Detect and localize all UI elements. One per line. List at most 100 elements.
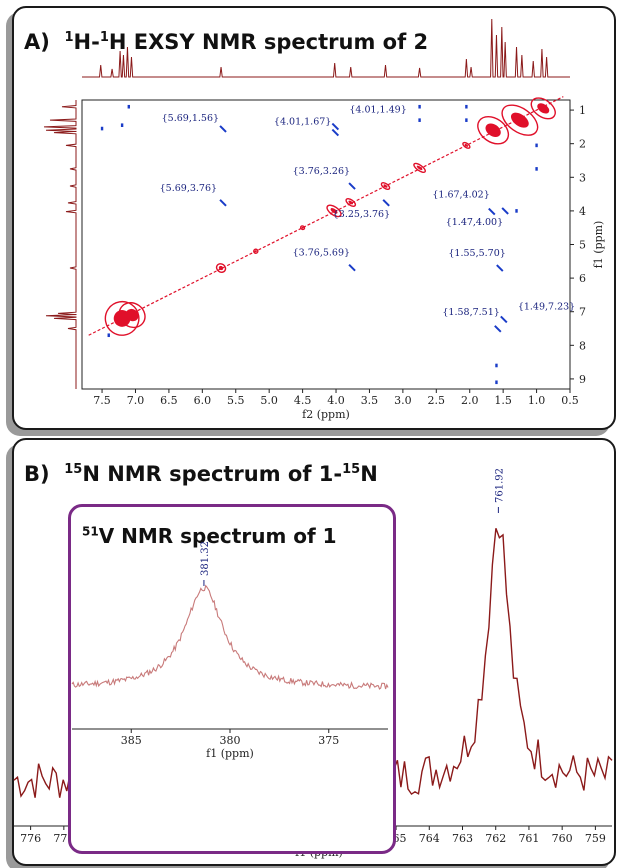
cross-peak-label: {5.69,1.56} [162, 113, 219, 124]
cross-peak [495, 363, 498, 368]
x-tick-label: 4.0 [327, 394, 345, 407]
x-tick-label: 759 [585, 832, 606, 845]
diagonal-peak [380, 182, 391, 191]
diagonal-peak-core [330, 208, 338, 214]
cross-peak-label: {1.49,7.23} [518, 301, 575, 312]
cross-peak [494, 325, 502, 333]
diagonal-peak-core [416, 165, 423, 171]
x-tick-label: 761 [518, 832, 539, 845]
cross-peak [500, 315, 508, 324]
inset-x-tick-label: 380 [220, 734, 241, 747]
diagonal-peak [530, 97, 556, 120]
diagonal-peak [253, 248, 259, 254]
cross-peak-label: {1.58,7.51} [442, 307, 499, 318]
peak-label: 761.92 [494, 468, 505, 503]
y-tick-label: 7 [579, 306, 586, 319]
cross-peak [488, 207, 496, 216]
inset-title: 51V NMR spectrum of 1 [82, 524, 337, 548]
y-axis-label: f1 (ppm) [592, 221, 605, 269]
cross-peak [331, 128, 340, 137]
cross-peak [107, 333, 110, 338]
cross-peak [465, 104, 468, 109]
x-tick-label: 4.5 [294, 394, 312, 407]
x-tick-label: 5.5 [227, 394, 245, 407]
cross-peak-label: {3.76,5.69} [293, 248, 350, 259]
top-projection [82, 18, 570, 78]
x-tick-label: 2.5 [428, 394, 446, 407]
diagonal-peak-core [254, 250, 257, 253]
y-tick-label: 6 [579, 272, 586, 285]
y-tick-label: 2 [579, 138, 586, 151]
diagonal-peak-core [383, 184, 388, 188]
diagonal-peak-core [510, 112, 529, 128]
x-tick-label: 2.0 [461, 394, 479, 407]
cross-peak-label: {4.01,1.67} [274, 117, 331, 128]
cross-peak [382, 199, 390, 207]
x-tick-label: 1.0 [528, 394, 546, 407]
panel-a-title: A) 1H-1H EXSY NMR spectrum of 2 [24, 30, 429, 54]
diagonal-peak [215, 263, 227, 273]
panel-b-title: B) 15N NMR spectrum of 1-15N [24, 462, 378, 486]
y-tick-label: 4 [579, 205, 586, 218]
diagonal-peak [345, 198, 357, 207]
y-tick-label: 9 [579, 373, 586, 386]
cross-peak [219, 125, 227, 133]
diagonal-trace [88, 96, 564, 336]
diagonal-peak-core [464, 143, 469, 147]
diagonal-peak [299, 225, 306, 231]
x-tick-label: 763 [452, 832, 473, 845]
cross-peak [348, 263, 356, 272]
x-tick-label: 5.0 [260, 394, 278, 407]
diagonal-peak [413, 162, 426, 174]
diagonal-peak [104, 300, 140, 336]
diagonal-peak [326, 204, 342, 218]
x-tick-label: 0.5 [561, 394, 579, 407]
left-projection [43, 100, 77, 389]
cross-peak [495, 380, 498, 385]
diagonal-peak-core [537, 103, 550, 114]
cross-peak [501, 207, 509, 215]
inset-x-tick-label: 375 [318, 734, 339, 747]
diagonal-peak [462, 141, 471, 149]
y-tick-label: 3 [579, 171, 586, 184]
cross-peak-label: {5.69,3.76} [160, 183, 217, 194]
x-tick-label: 6.5 [160, 394, 178, 407]
inset-x-axis-label: f1 (ppm) [206, 747, 254, 760]
x-tick-label: 776 [20, 832, 41, 845]
cross-peak-label: {1.67,4.02} [432, 190, 489, 201]
diagonal-peak-core [218, 265, 224, 271]
inset-x-tick-label: 385 [121, 734, 142, 747]
diagonal-peak-core [301, 226, 304, 229]
cross-peak [535, 167, 538, 171]
cross-peak [219, 199, 227, 207]
y-tick-label: 8 [579, 339, 586, 352]
diagonal-peak-core [348, 200, 354, 205]
x-axis-label: f2 (ppm) [302, 408, 350, 421]
cross-peak [515, 209, 518, 213]
cross-peak [418, 118, 421, 122]
cross-peak [465, 118, 468, 122]
x-tick-label: 760 [552, 832, 573, 845]
x-tick-label: 6.0 [194, 394, 212, 407]
x-tick-label: 7.0 [127, 394, 145, 407]
x-tick-label: 764 [419, 832, 440, 845]
cross-peak-label: {1.47,4.00} [446, 217, 503, 228]
cross-peak [348, 182, 356, 190]
cross-peak [127, 104, 130, 109]
x-tick-label: 1.5 [494, 394, 512, 407]
cross-peak [418, 104, 421, 109]
y-tick-label: 5 [579, 239, 586, 252]
diagonal-peak-core [125, 308, 139, 322]
diagonal-peak [118, 302, 146, 329]
cross-peak-label: {4.01,1.49} [349, 105, 406, 116]
x-tick-label: 762 [485, 832, 506, 845]
cross-peak [331, 122, 340, 131]
diagonal-peak [477, 115, 510, 145]
y-tick-label: 1 [579, 104, 586, 117]
cross-peak [535, 143, 538, 148]
cross-peak-label: {1.55,5.70} [448, 248, 505, 259]
diagonal-peak [501, 104, 539, 136]
v51-trace [71, 584, 389, 690]
diagonal-peak-core [485, 123, 501, 138]
